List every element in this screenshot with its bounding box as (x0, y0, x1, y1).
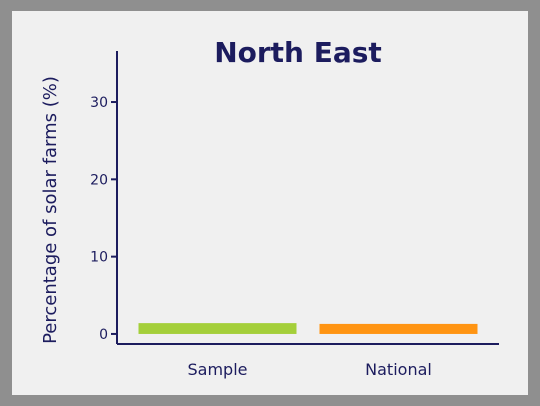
bar-national (319, 323, 478, 334)
x-tick-label: Sample (188, 360, 248, 379)
bar-chart: North East Percentage of solar farms (%)… (40, 36, 499, 379)
y-tick-label: 0 (99, 327, 108, 343)
chart-panel: North East Percentage of solar farms (%)… (12, 11, 528, 395)
y-ticks: 0 10 20 30 (90, 95, 117, 343)
bars (138, 323, 478, 334)
y-tick-label: 30 (90, 95, 108, 111)
chart-title: North East (214, 36, 382, 69)
x-tick-label: National (365, 360, 432, 379)
y-tick-label: 10 (90, 250, 108, 266)
y-tick-label: 20 (90, 172, 108, 188)
bar-sample (138, 323, 297, 334)
y-axis-label: Percentage of solar farms (%) (40, 76, 61, 344)
x-tick-labels: Sample National (188, 360, 432, 379)
